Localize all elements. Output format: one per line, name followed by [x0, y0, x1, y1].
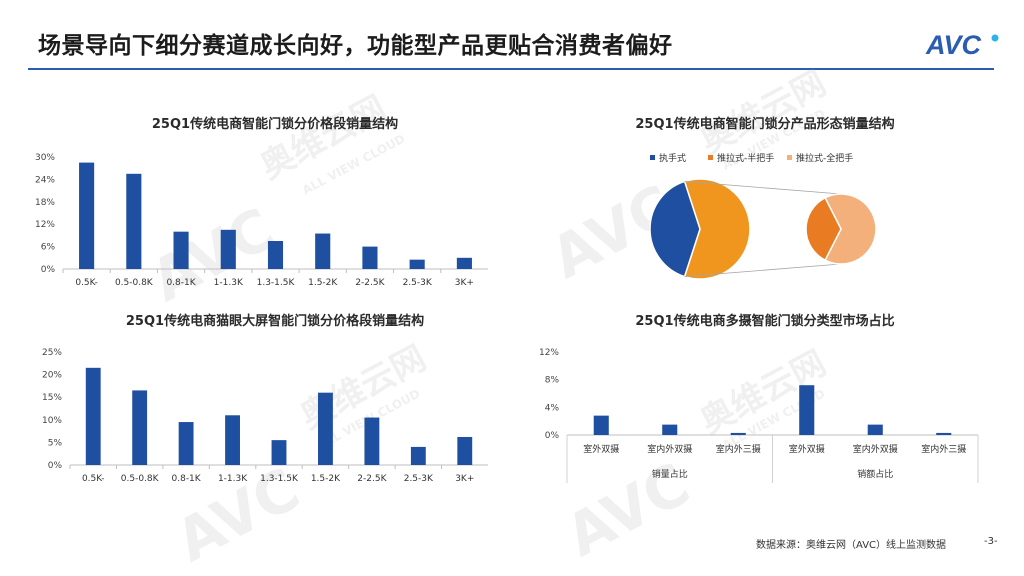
price-segment-bar: [456, 257, 472, 269]
price-segment-bar: [409, 259, 425, 269]
price-segment-y-tick-label: 24%: [35, 175, 55, 185]
price-segment-y-tick-label: 0%: [41, 265, 56, 275]
price-segment-x-tick-label: 0.5-0.8K: [115, 278, 154, 288]
cat-eye-price-x-tick-label: 1.3-1.5K: [260, 474, 299, 484]
chart-title-form-structure: 25Q1传统电商智能门锁分产品形态销量结构: [635, 117, 895, 132]
multi-camera-x-tick-label: 室内外双摄: [647, 443, 692, 455]
price-segment-bar: [267, 241, 284, 269]
cat-eye-price-bar: [132, 390, 148, 465]
page-number: -3-: [984, 536, 998, 547]
multi-camera-bar: [936, 432, 952, 435]
chart-title-price-segment: 25Q1传统电商智能门锁分价格段销量结构: [151, 117, 399, 132]
cat-eye-price-bar: [225, 415, 240, 465]
multi-camera-x-tick-label: 室内外三摄: [716, 443, 761, 455]
multi-camera-bar: [662, 424, 678, 435]
price-segment-x-tick-label: 3K+: [455, 278, 474, 288]
title-divider: [28, 68, 994, 70]
cat-eye-price-x-tick-label: 2-2.5K: [357, 474, 387, 484]
page-title: 场景导向下细分赛道成长向好，功能型产品更贴合消费者偏好: [38, 33, 673, 59]
form-structure-legend-label: 推拉式-半把手: [717, 152, 774, 164]
price-segment-y-tick-label: 30%: [35, 153, 55, 163]
multi-camera-x-tick-label: 室外双摄: [789, 443, 825, 455]
price-segment-bar: [362, 246, 378, 269]
cat-eye-price-y-tick-label: 10%: [42, 416, 62, 426]
multi-camera-y-tick-label: 8%: [545, 376, 560, 386]
multi-camera-group-label: 销额占比: [857, 468, 893, 480]
multi-camera-y-tick-label: 4%: [545, 403, 560, 413]
price-segment-bar: [173, 231, 189, 269]
cat-eye-price-x-tick-label: 0.5-0.8K: [121, 474, 160, 484]
multi-camera-y-tick-label: 12%: [539, 348, 559, 358]
multi-camera-bar: [867, 424, 883, 435]
cat-eye-price-bar: [178, 422, 194, 465]
chart-title-multi-camera: 25Q1传统电商多摄智能门锁分类型市场占比: [635, 314, 895, 329]
multi-camera-x-tick-label: 室内外双摄: [853, 443, 898, 455]
multi-camera-y-tick-label: 0%: [545, 431, 560, 441]
price-segment-x-tick-label: 2-2.5K: [355, 278, 385, 288]
multi-camera-bar: [799, 385, 815, 435]
price-segment-bar: [126, 173, 142, 269]
form-structure-connector: [684, 181, 842, 195]
cat-eye-price-x-tick-label: 0.8-1K: [172, 474, 202, 484]
form-structure-breakout-slice: [805, 196, 842, 262]
price-segment-x-tick-label: 0.8-1K: [166, 278, 196, 288]
form-structure-connector: [684, 263, 842, 277]
cat-eye-price-x-tick-label: 0.5K-: [82, 474, 105, 484]
data-source-note: 数据来源：奥维云网（AVC）线上监测数据: [756, 540, 947, 551]
cat-eye-price-y-tick-label: 25%: [42, 348, 62, 358]
price-segment-bar: [79, 162, 95, 269]
form-structure-legend-swatch: [787, 155, 792, 160]
price-segment-y-tick-label: 6%: [41, 243, 56, 253]
price-segment-x-tick-label: 2.5-3K: [403, 278, 433, 288]
price-segment-bar: [315, 233, 331, 269]
form-structure-legend-label: 推拉式-全把手: [796, 152, 853, 164]
avc-logo: AVC: [925, 30, 999, 60]
form-structure-main-slice: [649, 180, 701, 278]
form-structure-pie-chart: 执手式 推拉式-半把手 推拉式-全把手: [649, 152, 877, 280]
form-structure-breakout-slice: [824, 193, 877, 265]
price-segment-bar: [220, 229, 236, 269]
price-segment-x-tick-label: 1.5-2K: [308, 278, 338, 288]
multi-camera-group-label: 销量占比: [652, 468, 688, 480]
cat-eye-price-x-tick-label: 3K+: [455, 474, 474, 484]
price-segment-bar-chart: 0% 6% 12% 18% 24% 30% 0.5K- 0.5-0.8K 0.8-1K 1-1.3…: [35, 153, 488, 288]
price-segment-x-tick-label: 0.5K-: [75, 278, 98, 288]
cat-eye-price-bar: [271, 440, 287, 465]
multi-camera-x-tick-label: 室内外三摄: [921, 443, 966, 455]
multi-camera-bar: [730, 432, 746, 435]
form-structure-main-slice: [683, 178, 751, 280]
price-segment-y-tick-label: 18%: [35, 198, 55, 208]
price-segment-y-tick-label: 12%: [35, 220, 55, 230]
price-segment-x-tick-label: 1-1.3K: [214, 278, 244, 288]
price-segment-x-tick-label: 1.3-1.5K: [257, 278, 296, 288]
cat-eye-price-bar-chart: 0% 5% 10% 15% 20% 25% 0.5K- 0.5-0.8K 0.8-1K 1-1.3…: [42, 348, 488, 484]
form-structure-legend-swatch: [650, 155, 655, 160]
multi-camera-bar: [593, 415, 609, 435]
multi-camera-x-tick-label: 室外双摄: [583, 443, 619, 455]
chart-title-cat-eye-price: 25Q1传统电商猫眼大屏智能门锁分价格段销量结构: [125, 314, 425, 329]
cat-eye-price-y-tick-label: 15%: [42, 393, 62, 403]
cat-eye-price-x-tick-label: 1-1.3K: [218, 474, 248, 484]
cat-eye-price-bar: [457, 436, 473, 465]
cat-eye-price-y-tick-label: 5%: [48, 438, 63, 448]
cat-eye-price-bar: [318, 392, 333, 465]
form-structure-legend-swatch: [708, 155, 713, 160]
cat-eye-price-x-tick-label: 2.5-3K: [404, 474, 434, 484]
cat-eye-price-bar: [410, 446, 426, 465]
form-structure-legend-label: 执手式: [659, 152, 686, 164]
cat-eye-price-y-tick-label: 20%: [42, 371, 62, 381]
cat-eye-price-y-tick-label: 0%: [48, 461, 63, 471]
cat-eye-price-x-tick-label: 1.5-2K: [311, 474, 341, 484]
logo-text: AVC: [925, 30, 982, 60]
cat-eye-price-bar: [364, 417, 380, 465]
logo-dot-icon: [991, 34, 999, 42]
cat-eye-price-bar: [85, 367, 101, 465]
